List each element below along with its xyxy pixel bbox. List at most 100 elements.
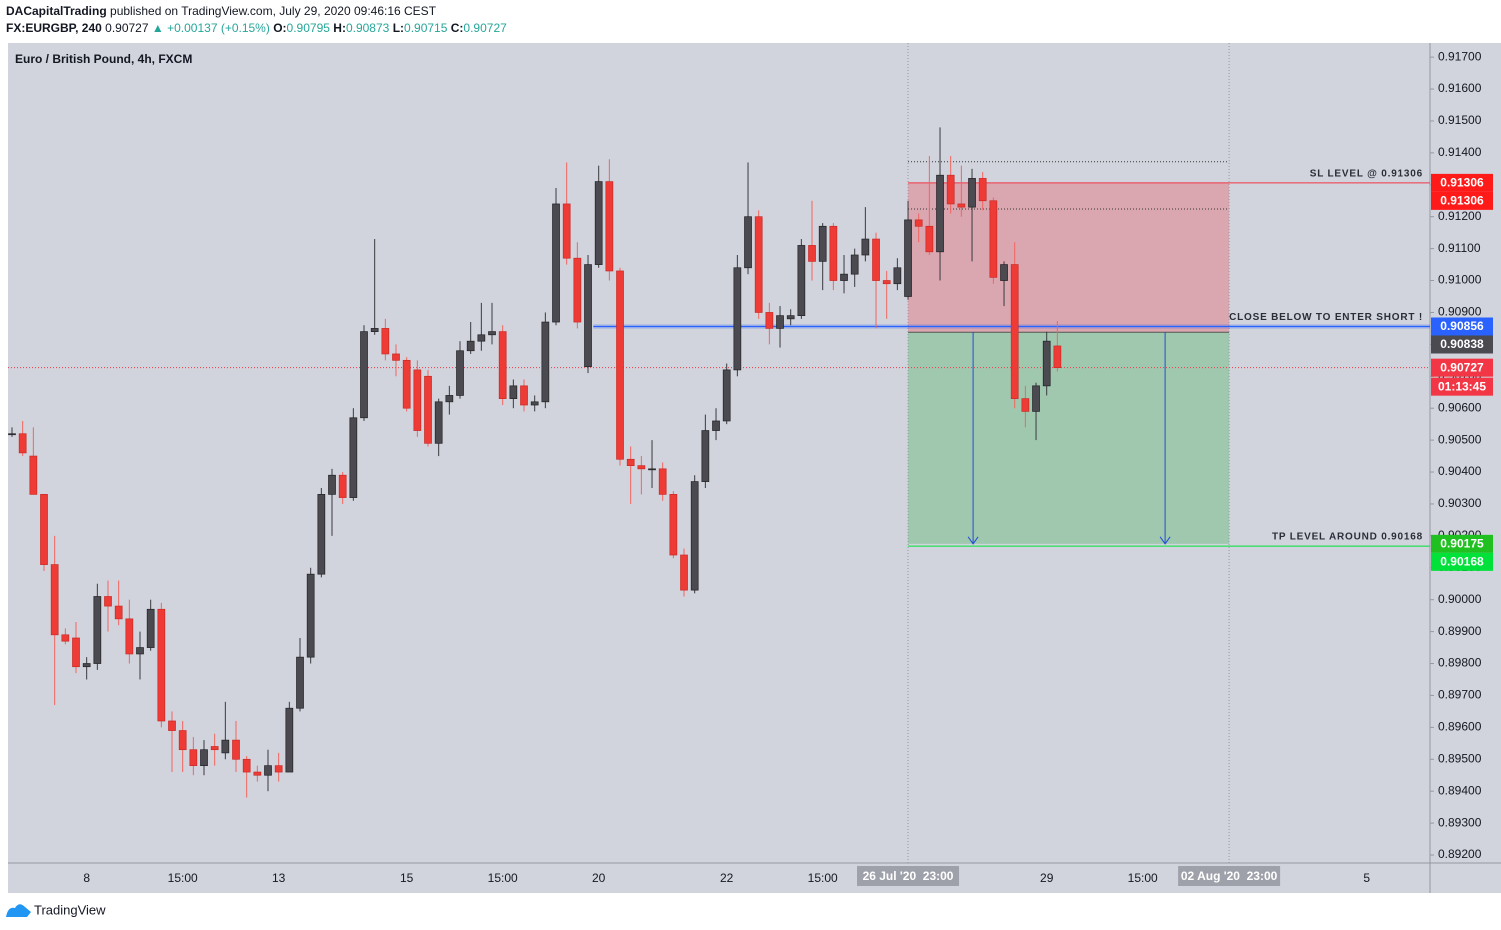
candle-body <box>733 267 742 371</box>
ohlc-value: 0.90873 <box>346 21 390 35</box>
candle-body <box>381 328 390 355</box>
candle-body <box>178 730 187 751</box>
candle-body <box>658 468 667 495</box>
candle-body <box>754 216 763 313</box>
footer-brand: TradingView <box>34 902 106 917</box>
y-tick-label: 0.89700 <box>1438 688 1482 702</box>
candle-body <box>680 554 688 591</box>
candle-body <box>957 203 966 208</box>
candle-body <box>765 312 774 329</box>
time-range-label: 26 Jul '20 23:00 <box>863 869 954 883</box>
countdown-box <box>1431 377 1493 396</box>
y-tick-label: 0.91400 <box>1438 145 1482 159</box>
x-tick-label: 15:00 <box>168 871 198 885</box>
candle-body <box>29 455 38 495</box>
x-tick-label: 15:00 <box>1128 871 1158 885</box>
candle-body <box>978 178 987 202</box>
candle-body <box>541 321 550 403</box>
candle-body <box>946 174 955 205</box>
time-range-box <box>1178 866 1281 886</box>
candle-body <box>840 273 848 281</box>
y-tick-label: 0.90500 <box>1438 432 1482 446</box>
price-label: 0.91306 <box>1440 194 1484 208</box>
candle-body <box>850 254 859 275</box>
x-tick-label: 5 <box>1363 871 1370 885</box>
candle-body <box>242 758 251 773</box>
candle-body <box>338 474 347 498</box>
candle-body <box>370 328 379 332</box>
candle-body <box>893 267 902 285</box>
y-tick-label: 0.89900 <box>1438 624 1482 638</box>
x-tick-label: 8 <box>83 871 90 885</box>
candle-body <box>402 359 411 409</box>
price-label: 0.90727 <box>1440 360 1484 374</box>
candle-body <box>594 181 603 265</box>
ohlc-value: 0.90727 <box>463 21 507 35</box>
candle-body <box>424 375 432 444</box>
x-tick-label: 15:00 <box>488 871 518 885</box>
last-price: 0.90727 <box>105 21 149 35</box>
candle-body <box>690 481 699 591</box>
candle-body <box>925 225 934 253</box>
candle-body <box>808 245 816 262</box>
candle-body <box>285 707 294 773</box>
candle-body <box>669 494 678 556</box>
stop-zone <box>908 182 1230 333</box>
y-tick-label: 0.90400 <box>1438 464 1482 478</box>
candle-body <box>189 749 198 767</box>
level-annotation: TP LEVEL AROUND 0.90168 <box>1272 532 1423 543</box>
x-tick-label: 29 <box>1040 871 1054 885</box>
ohlc-value: 0.90795 <box>287 21 331 35</box>
candle-body <box>200 749 208 767</box>
y-tick-label: 0.91600 <box>1438 81 1482 95</box>
chart-title: Euro / British Pound, 4h, FXCM <box>15 52 192 66</box>
candle-body <box>914 219 923 227</box>
change: ▲ +0.00137 (+0.15%) <box>152 21 270 35</box>
symbol: FX:EURGBP, 240 <box>6 21 102 35</box>
candle-body <box>637 465 646 470</box>
candle-body <box>18 433 27 454</box>
candle-body <box>552 203 560 323</box>
candle-body <box>872 238 880 281</box>
candle-body <box>648 468 656 471</box>
price-label-box <box>1431 191 1493 210</box>
candle-body <box>274 765 283 773</box>
y-tick-label: 0.89400 <box>1438 783 1482 797</box>
candle-body <box>40 494 48 565</box>
candle-body <box>360 331 368 419</box>
time-range-label: 02 Aug '20 23:00 <box>1181 869 1278 883</box>
candle-body <box>530 401 539 406</box>
candle-body <box>104 596 112 607</box>
plot-area <box>8 43 1430 863</box>
ohlc-key: H: <box>333 21 346 35</box>
y-tick-label: 0.90900 <box>1438 305 1482 319</box>
candle-body <box>1010 264 1019 399</box>
candle-body <box>328 474 336 495</box>
level-annotation: CLOSE BELOW TO ENTER SHORT ! <box>1229 312 1423 323</box>
candle-body <box>776 315 784 329</box>
x-tick-label: 13 <box>272 871 286 885</box>
candle-body <box>114 605 123 620</box>
price-label-box <box>1431 358 1493 377</box>
x-tick-label: 15 <box>400 871 414 885</box>
x-tick-label: 20 <box>592 871 606 885</box>
candle-body <box>701 430 710 482</box>
y-tick-label: 0.90600 <box>1438 400 1482 414</box>
publisher: DACapitalTrading <box>6 4 107 18</box>
candle-body <box>722 369 731 422</box>
candle-body <box>786 315 795 320</box>
candle-body <box>445 395 454 403</box>
y-tick-label: 0.91500 <box>1438 113 1482 127</box>
candle-body <box>498 331 507 399</box>
candle-body <box>168 720 176 731</box>
candle-body <box>136 647 144 655</box>
x-tick-label: 15:00 <box>808 871 838 885</box>
candle-body <box>82 663 91 668</box>
candle-body <box>1053 345 1062 369</box>
y-tick-label: 0.91000 <box>1438 273 1482 287</box>
candle-body <box>1032 385 1040 412</box>
y-tick-label: 0.89800 <box>1438 656 1482 670</box>
candle-body <box>904 219 912 297</box>
published: published on TradingView.com, July 29, 2… <box>110 4 437 18</box>
symbol-line: FX:EURGBP, 240 0.90727 ▲ +0.00137 (+0.15… <box>6 21 507 35</box>
